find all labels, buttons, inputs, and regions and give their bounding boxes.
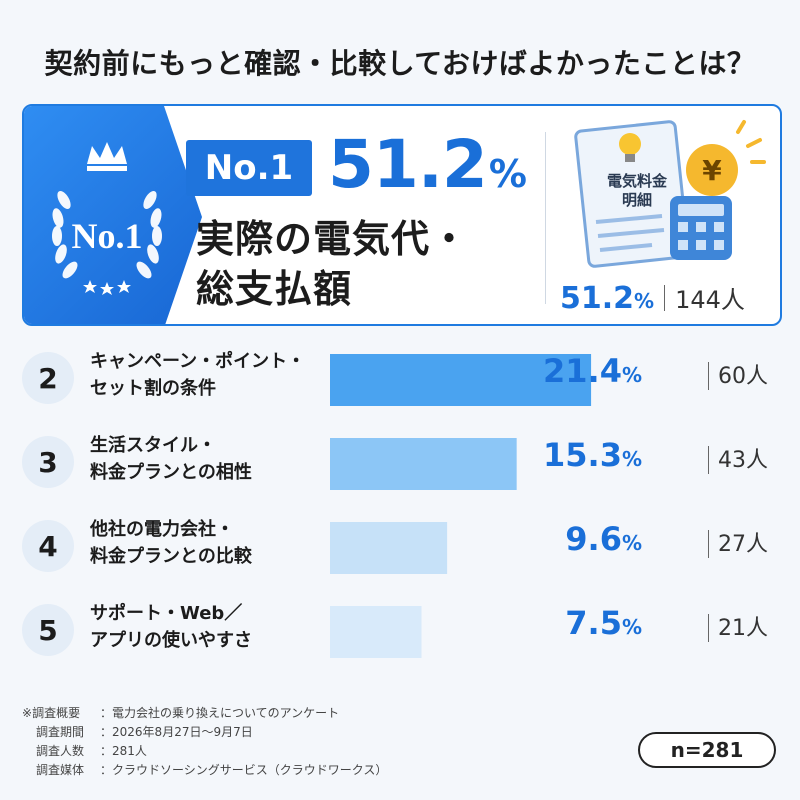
rank-number: 2 xyxy=(22,352,74,404)
survey-row: 調査人数： 281人 xyxy=(36,744,147,758)
rank-separator xyxy=(708,614,709,642)
survey-note: ※調査概要：電力会社の乗り換えについてのアンケート 調査期間： 2026年8月27… xyxy=(22,704,387,780)
rank-percent: 15.3% xyxy=(543,436,642,474)
no1-badge: No.1 xyxy=(186,140,312,196)
lightbulb-icon xyxy=(619,133,641,162)
rank-separator xyxy=(708,362,709,390)
rank-row-5: 5 サポート・Web／ アプリの使いやすさ 7.5% 21人 xyxy=(22,596,782,666)
crown-icon xyxy=(87,142,127,171)
rank-separator xyxy=(708,530,709,558)
svg-text:¥: ¥ xyxy=(702,154,722,187)
rank-count: 43人 xyxy=(718,448,768,473)
top-stat-percent: 51.2% xyxy=(560,281,655,316)
rank-row-2: 2 キャンペーン・ポイント・ セット割の条件 21.4% 60人 xyxy=(22,344,782,414)
laurel-wreath-icon: No.1 xyxy=(52,142,162,295)
rank-row-3: 3 生活スタイル・ 料金プランとの相性 15.3% 43人 xyxy=(22,428,782,498)
rank-percent: 21.4% xyxy=(543,352,642,390)
top-stat: 51.2% 144人 xyxy=(560,280,770,316)
rank-row-4: 4 他社の電力会社・ 料金プランとの比較 9.6% 27人 xyxy=(22,512,782,582)
top-stat-count: 144人 xyxy=(675,286,745,314)
calculator-icon xyxy=(670,196,732,260)
rank-label: サポート・Web／ アプリの使いやすさ xyxy=(90,603,252,651)
rank-count: 60人 xyxy=(718,364,768,389)
survey-row: 調査期間： 2026年8月27日〜9月7日 xyxy=(36,725,253,739)
top-stat-separator xyxy=(664,285,666,311)
survey-row: ※調査概要：電力会社の乗り換えについてのアンケート xyxy=(22,706,340,720)
sample-size-badge: n=281 xyxy=(638,732,776,768)
rank-number: 4 xyxy=(22,520,74,572)
rank-separator xyxy=(708,446,709,474)
page-title: 契約前にもっと確認・比較しておけばよかったことは？ xyxy=(44,47,756,80)
wreath-no1-text: No.1 xyxy=(72,216,143,256)
bill-illustration: ¥ xyxy=(574,120,766,268)
card-divider xyxy=(545,132,546,304)
rank-label: 生活スタイル・ 料金プランとの相性 xyxy=(90,435,252,483)
top-label: 実際の電気代・ 総支払額 xyxy=(196,217,470,311)
rank-label: キャンペーン・ポイント・ セット割の条件 xyxy=(90,351,306,399)
rank-percent: 9.6% xyxy=(565,520,642,558)
rank-number: 3 xyxy=(22,436,74,488)
rank-percent: 7.5% xyxy=(565,604,642,642)
bill-title: 電気料金 明細 xyxy=(606,172,667,209)
yen-coin-icon: ¥ xyxy=(686,120,766,196)
rank-label: 他社の電力会社・ 料金プランとの比較 xyxy=(90,519,252,567)
star-icon xyxy=(83,280,131,295)
bill-document-icon xyxy=(574,120,690,268)
rank-count: 27人 xyxy=(718,532,768,557)
rank-count: 21人 xyxy=(718,616,768,641)
rank-number: 5 xyxy=(22,604,74,656)
survey-row: 調査媒体：クラウドソーシングサービス（クラウドワークス） xyxy=(36,763,388,777)
top-percent: 51.2% xyxy=(328,126,527,203)
